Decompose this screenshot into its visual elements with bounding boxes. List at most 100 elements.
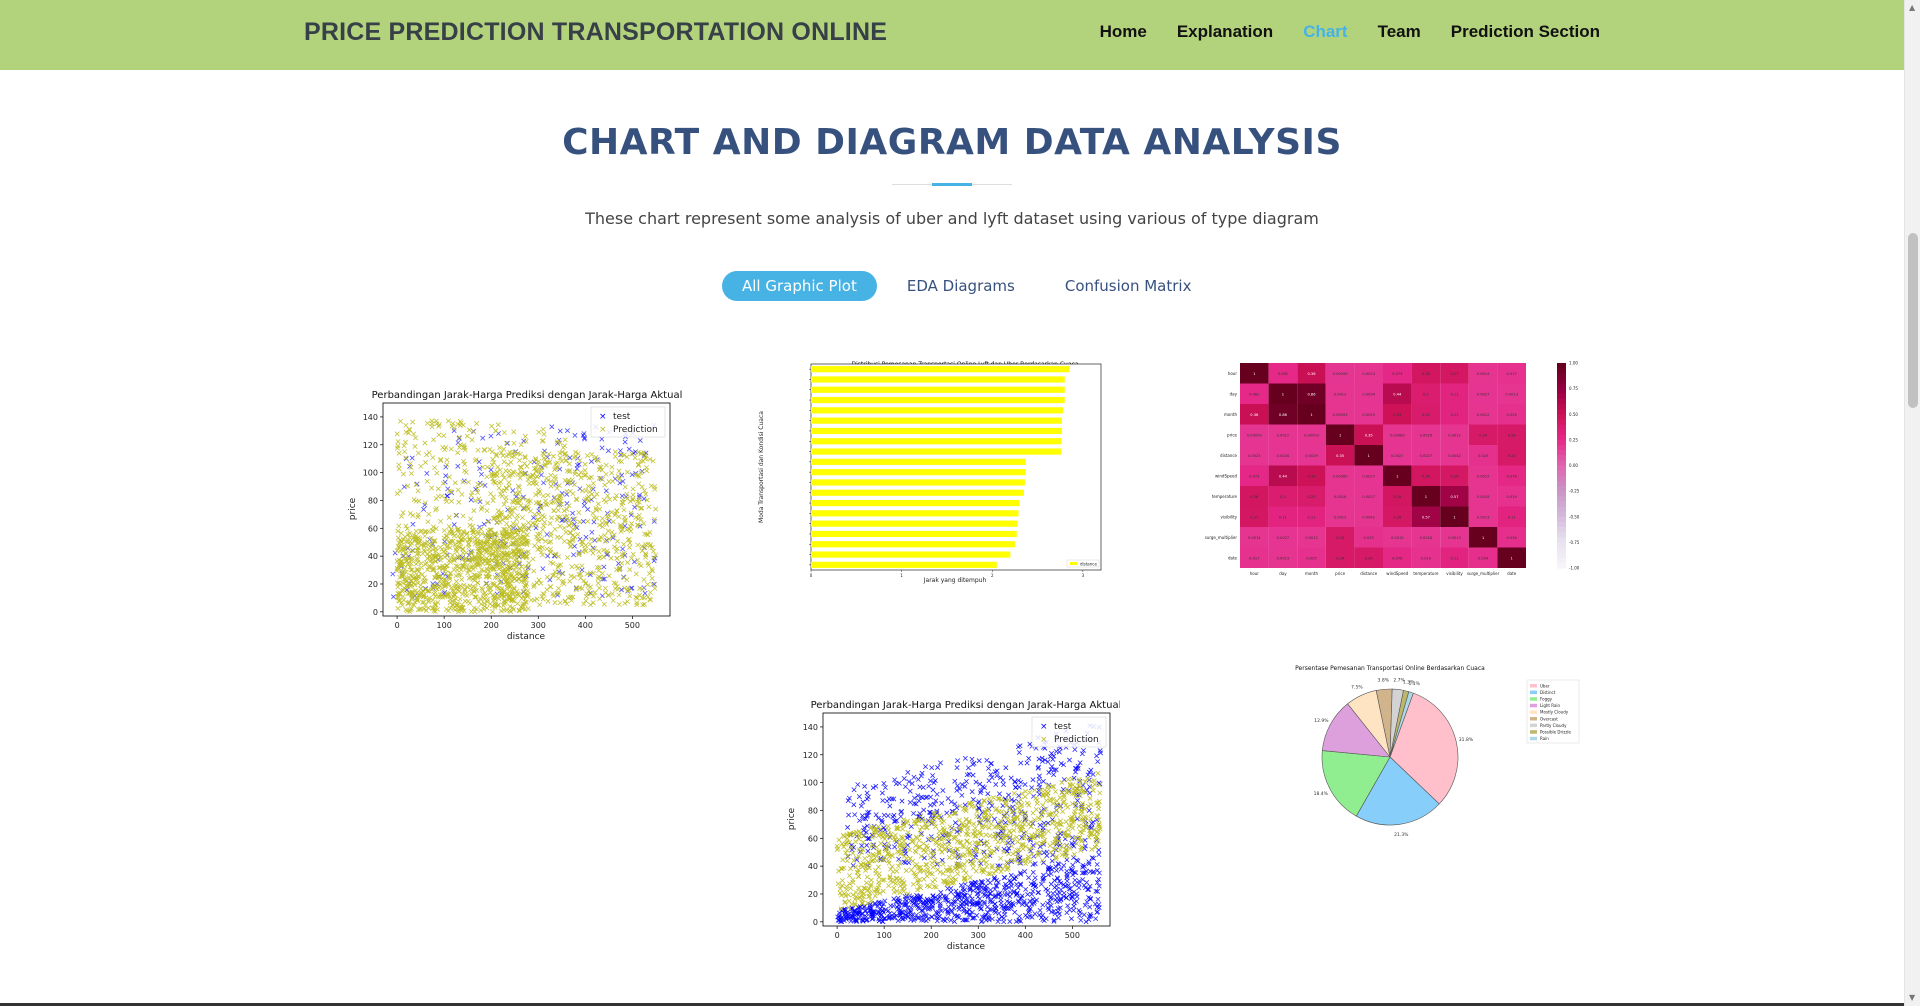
scatter-point bbox=[520, 588, 526, 594]
filter-confusion-matrix[interactable]: Confusion Matrix bbox=[1064, 277, 1192, 295]
scatter-point bbox=[1036, 773, 1042, 779]
scatter-point bbox=[507, 604, 513, 609]
scatter-point bbox=[903, 784, 908, 790]
colorbar-segment bbox=[1557, 383, 1566, 390]
scatter-point bbox=[1064, 789, 1069, 795]
heatmap-cell bbox=[1440, 424, 1469, 445]
scatter-point bbox=[860, 847, 866, 852]
scatter-point bbox=[494, 574, 500, 580]
scatter-point bbox=[969, 896, 975, 902]
page-scrollbar[interactable]: ▲ ▼ bbox=[1904, 0, 1920, 1006]
scatter-point bbox=[1089, 810, 1095, 816]
scatter-point bbox=[1056, 749, 1062, 755]
filter-eda-diagrams[interactable]: EDA Diagrams bbox=[906, 277, 1015, 295]
scatter-point bbox=[1003, 803, 1009, 808]
colorbar-segment bbox=[1557, 409, 1566, 415]
scatter-point bbox=[923, 824, 929, 830]
scatter-point bbox=[852, 812, 858, 818]
scatter-point bbox=[637, 438, 643, 443]
scatter-point bbox=[632, 504, 638, 510]
scatter-point bbox=[483, 533, 489, 539]
heatmap-cell-value: 0.0034 bbox=[1362, 392, 1375, 396]
scatter-point bbox=[934, 791, 940, 797]
scroll-down-arrow-icon[interactable]: ▼ bbox=[1909, 993, 1916, 1002]
colorbar-segment bbox=[1557, 404, 1566, 410]
scatter-point bbox=[892, 836, 898, 842]
brand-logo[interactable]: PRICE PREDICTION TRANSPORTATION ONLINE bbox=[304, 18, 888, 46]
scatter-point bbox=[1019, 810, 1025, 815]
scroll-up-arrow-icon[interactable]: ▲ bbox=[1909, 3, 1916, 12]
scatter-point bbox=[506, 560, 512, 566]
heatmap-cell bbox=[1411, 486, 1441, 507]
scatter-point bbox=[515, 471, 521, 477]
chart-card-scatter-1[interactable]: Perbandingan Jarak-Harga Prediksi dengan… bbox=[345, 385, 685, 645]
scatter-point bbox=[990, 795, 996, 801]
scatter-point bbox=[864, 823, 870, 829]
scatter-point bbox=[1068, 817, 1074, 823]
scatter-point bbox=[510, 521, 516, 526]
scatter-point bbox=[551, 572, 557, 578]
scatter-point bbox=[1029, 785, 1035, 791]
scatter-point bbox=[463, 550, 469, 556]
scatter-point bbox=[1048, 903, 1054, 909]
scatter-point bbox=[876, 850, 882, 856]
scatter-point bbox=[1061, 762, 1067, 768]
scatter-point bbox=[1019, 901, 1025, 907]
scatter-point bbox=[946, 904, 952, 910]
scatter-point bbox=[846, 898, 852, 904]
pie-legend-label: Partly Cloudy bbox=[1540, 723, 1567, 728]
scatter-point bbox=[456, 572, 462, 578]
chart-card-pie[interactable]: Persentase Pemesanan Transportasi Online… bbox=[1290, 662, 1590, 837]
scatter-point bbox=[562, 451, 568, 457]
nav-team[interactable]: Team bbox=[1377, 22, 1421, 41]
scatter-point bbox=[896, 902, 902, 908]
scatter-point bbox=[490, 551, 496, 557]
scatter-point bbox=[404, 526, 410, 532]
chart-card-scatter-2[interactable]: Perbandingan Jarak-Harga Prediksi dengan… bbox=[780, 695, 1120, 955]
scatter-point bbox=[549, 424, 555, 430]
scatter-point bbox=[475, 481, 481, 487]
scatter-point bbox=[634, 600, 640, 606]
scatter-point bbox=[445, 418, 451, 424]
pie-legend-swatch bbox=[1530, 684, 1537, 688]
scatter-point bbox=[859, 901, 865, 907]
colorbar-tick-label: -0.75 bbox=[1569, 540, 1580, 545]
chart-card-heatmap[interactable]: 1 0.062 0.36 0.00059 0.0023 0.073 0.28 0.27 0.00… bbox=[1200, 360, 1590, 582]
heatmap-cell-value: 1 bbox=[1425, 495, 1427, 499]
nav-home[interactable]: Home bbox=[1099, 22, 1147, 41]
scatter-point bbox=[592, 590, 598, 595]
scrollbar-thumb[interactable] bbox=[1908, 233, 1918, 408]
scatter-point bbox=[929, 765, 935, 771]
scatter-point bbox=[1088, 767, 1094, 773]
scatter-point bbox=[651, 555, 657, 561]
scatter-point bbox=[1016, 917, 1022, 923]
scatter-point bbox=[851, 787, 857, 793]
scatter-point bbox=[864, 880, 869, 886]
scatter-point bbox=[483, 573, 489, 579]
legend: × test × Prediction bbox=[1031, 716, 1107, 748]
chart-card-bar[interactable]: Distribusi Pemesanan Transportasi Online… bbox=[755, 360, 1150, 585]
nav-chart[interactable]: Chart bbox=[1303, 22, 1348, 41]
scatter-point bbox=[1039, 755, 1045, 761]
scatter-point bbox=[867, 893, 873, 899]
scatter-point bbox=[572, 516, 578, 522]
scatter-point bbox=[464, 530, 470, 536]
scatter-point bbox=[900, 881, 906, 887]
nav-prediction-section[interactable]: Prediction Section bbox=[1450, 22, 1600, 41]
heatmap-cell bbox=[1383, 424, 1412, 445]
colorbar-segment bbox=[1557, 547, 1566, 554]
scatter-point bbox=[567, 488, 573, 494]
scatter-point bbox=[638, 458, 644, 464]
filter-all-graphic-plot[interactable]: All Graphic Plot bbox=[722, 271, 877, 301]
heatmap-col-label: distance bbox=[1360, 571, 1377, 576]
scatter-point bbox=[1034, 800, 1040, 806]
scatter-point bbox=[1006, 884, 1012, 890]
scatter-point bbox=[1016, 899, 1022, 905]
scatter-point bbox=[534, 596, 540, 602]
nav-explanation[interactable]: Explanation bbox=[1176, 22, 1274, 41]
heatmap-cell bbox=[1497, 404, 1526, 425]
scatter-point bbox=[1006, 818, 1012, 824]
scatter-point bbox=[397, 581, 403, 587]
scatter-point bbox=[954, 805, 960, 811]
heatmap-cell bbox=[1325, 486, 1355, 507]
